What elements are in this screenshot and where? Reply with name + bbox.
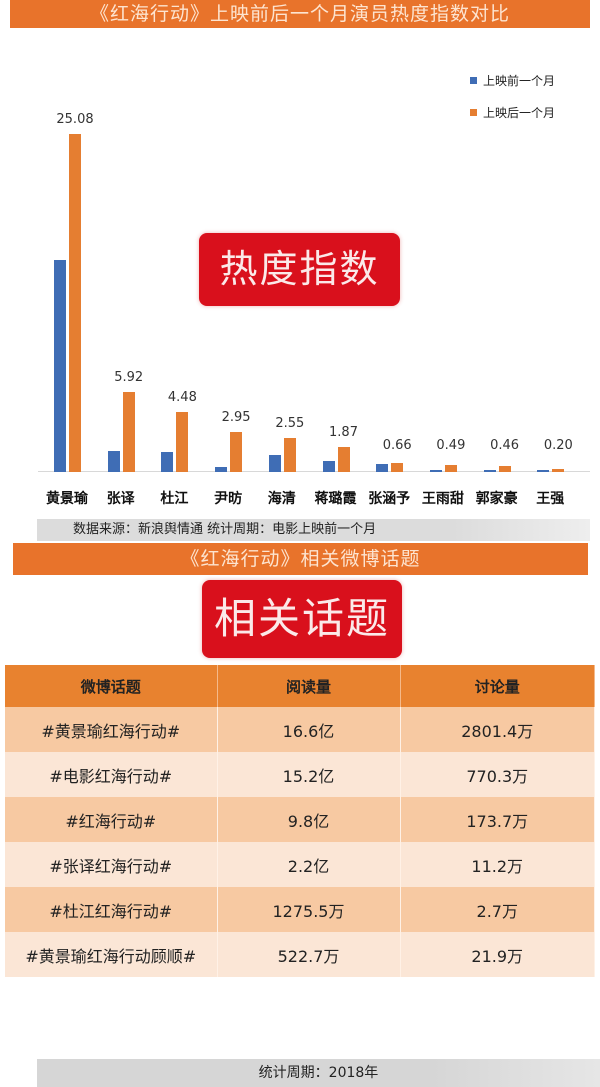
topic-cell: #张译红海行动# [5,842,218,887]
x-axis-label: 张涵予 [368,491,411,507]
topic-cell: #黄景瑜红海行动顾顺# [5,932,218,977]
discussions-cell: 770.3万 [400,752,595,797]
x-axis-label: 郭家豪 [475,491,518,507]
reads-cell: 9.8亿 [217,797,401,842]
bar-before [54,260,66,472]
bar-before [161,452,174,472]
bar-after [122,392,135,472]
legend-swatch-icon [470,109,477,116]
data-label: 5.92 [114,370,144,386]
table-row: #电影红海行动# 15.2亿 770.3万 [5,752,595,797]
data-label: 1.87 [329,424,358,440]
bar-group [267,100,307,472]
data-label: 4.48 [167,389,197,405]
chart-title-banner: 《红海行动》上映前后一个月演员热度指数对比 [10,0,590,28]
x-axis-label: 杜江 [160,491,189,507]
bar-group [428,100,468,472]
bar-group [213,100,253,472]
bar-group [52,100,92,472]
bar-after [176,411,189,472]
bar-before [268,455,281,472]
x-axis-line [38,471,590,472]
bar-before [483,470,496,472]
discussions-cell: 2.7万 [400,887,595,932]
legend-label: 上映前一个月 [483,74,556,88]
bar-before [215,467,228,472]
bar-group [535,100,575,472]
x-axis-label: 王雨甜 [421,491,464,507]
bar-after [337,446,350,472]
reads-cell: 15.2亿 [217,752,401,797]
data-label: 0.49 [436,438,466,453]
data-label: 0.46 [490,438,520,453]
bar-group [106,100,146,472]
discussions-cell: 11.2万 [400,842,595,887]
header-topic: 微博话题 [5,665,218,707]
x-axis-label: 尹昉 [214,491,243,507]
x-axis-label: 张译 [106,491,135,507]
x-axis-label: 海清 [267,491,296,507]
data-label: 25.08 [56,112,94,127]
legend-swatch-icon [470,77,477,84]
legend-item-before: 上映前一个月 [470,72,555,89]
discussions-cell: 173.7万 [400,797,595,842]
table-row: #红海行动# 9.8亿 173.7万 [5,797,595,842]
header-reads: 阅读量 [217,665,401,707]
legend-label: 上映后一个月 [483,106,556,120]
bar-group [159,100,199,472]
header-discussions: 讨论量 [400,665,595,707]
related-topics-stamp: 相关话题 [202,580,402,658]
x-axis-label: 黄景瑜 [46,491,88,507]
bar-group [482,100,522,472]
table-row: #黄景瑜红海行动顾顺# 522.7万 21.9万 [5,932,595,977]
reads-cell: 2.2亿 [217,842,401,887]
table-row: #张译红海行动# 2.2亿 11.2万 [5,842,595,887]
bar-before [107,450,120,472]
bar-before [322,461,335,472]
x-axis-label: 蒋璐霞 [314,491,357,507]
topic-cell: #电影红海行动# [5,752,218,797]
table-row: #黄景瑜红海行动# 16.6亿 2801.4万 [5,707,595,752]
discussions-cell: 21.9万 [400,932,595,977]
bar-before [537,470,550,472]
bar-after [230,432,243,472]
bar-after [283,437,296,472]
bar-chart: 25.08 5.92 4.48 2.95 2.55 1.87 0.66 0.49 0.46 0.2… [38,100,590,472]
table-row: #杜江红海行动# 1275.5万 2.7万 [5,887,595,932]
bar-group [321,100,361,472]
reads-cell: 16.6亿 [217,707,401,752]
bar-after [444,465,457,472]
heat-index-stamp: 热度指数 [199,233,400,306]
footer-note: 统计周期：2018年 [37,1059,600,1087]
table-header-row: 微博话题 阅读量 讨论量 [5,665,595,707]
x-axis-label: 王强 [536,491,565,507]
data-label: 0.20 [543,438,573,453]
bar-group [374,100,414,472]
bar-after [69,134,81,472]
discussions-cell: 2801.4万 [400,707,595,752]
source-note: 数据来源：新浪舆情通 统计周期：电影上映前一个月 [37,519,590,541]
bar-before [429,469,442,472]
topic-cell: #杜江红海行动# [5,887,218,932]
topic-cell: #黄景瑜红海行动# [5,707,218,752]
bar-after [498,465,511,472]
data-label: 0.66 [382,438,412,453]
bar-after [391,463,404,472]
reads-cell: 522.7万 [217,932,401,977]
topic-cell: #红海行动# [5,797,218,842]
weibo-topics-table: 微博话题 阅读量 讨论量 #黄景瑜红海行动# 16.6亿 2801.4万 #电影… [5,665,595,977]
topics-title-banner: 《红海行动》相关微博话题 [13,543,588,575]
data-label: 2.55 [275,415,305,431]
bar-before [376,463,389,472]
legend-item-after: 上映后一个月 [470,104,555,121]
bar-after [552,469,565,472]
data-label: 2.95 [221,410,251,426]
reads-cell: 1275.5万 [217,887,401,932]
